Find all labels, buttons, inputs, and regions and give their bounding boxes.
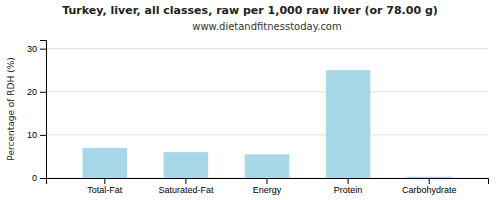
title: Turkey, liver, all classes, raw per 1,00… [62,4,438,17]
chart-svg: Turkey, liver, all classes, raw per 1,00… [0,0,500,200]
plot: Total-Fat Saturated-Fat Energy Protein Carbo… [27,41,489,196]
x-tick-mark [348,178,349,184]
y-tick: 20 [27,87,46,97]
y-tick: 0 [32,173,46,183]
x-tick-mark [429,178,430,184]
x-tick-label: Protein [334,185,363,195]
x-tick-mark [267,178,268,184]
y-tick: 10 [27,130,46,140]
bar [164,152,209,178]
grid-line [46,48,488,49]
x-tick: Energy [253,178,282,195]
y-tick-label: 10 [27,130,37,140]
y-tick-label: 0 [32,173,37,183]
marks [82,70,451,178]
x-tick: Carbohydrate [402,178,457,195]
bar [407,177,452,178]
x-tick: Saturated-Fat [158,178,214,195]
x-axis-line [47,179,489,185]
x-tick-label: Energy [253,185,282,195]
bar [326,70,371,178]
y-tick-label: 20 [27,87,37,97]
subtitle: www.dietandfitnesstoday.com [192,21,341,32]
x-axis: Total-Fat Saturated-Fat Energy Protein Carbo… [47,178,489,195]
grid-line [46,134,488,135]
grid [46,49,488,178]
y-axis-line [40,41,47,179]
x-tick-mark [185,178,186,184]
y-axis-title: Percentage of RDH (%) [6,57,16,160]
y-tick-mark [40,92,46,93]
grid-line [46,91,488,92]
bar [82,148,127,178]
y-axis: 0 10 20 30 [27,41,47,184]
x-tick-label: Saturated-Fat [158,185,214,195]
x-tick-label: Total-Fat [87,185,123,195]
y-tick-mark [40,135,46,136]
x-tick: Total-Fat [87,178,123,195]
x-tick: Protein [334,178,363,195]
x-tick-label: Carbohydrate [402,185,457,195]
bar [245,154,290,178]
x-tick-mark [104,178,105,184]
y-tick-label: 30 [27,44,37,54]
y-tick: 30 [27,44,46,54]
y-tick-mark [40,178,46,179]
y-tick-mark [40,49,46,50]
